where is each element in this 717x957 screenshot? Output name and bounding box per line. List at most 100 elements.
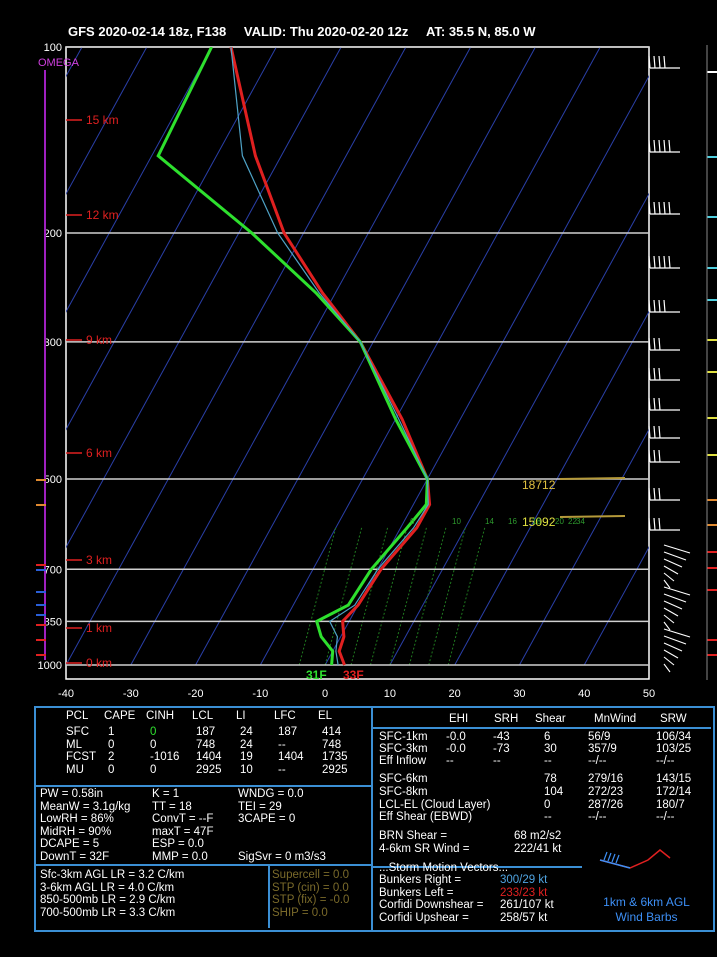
wind-barb-flag [658, 201, 661, 215]
isotherm-line [389, 192, 649, 666]
wind-barb-flag [653, 517, 656, 531]
kinematic-cell: 272/23 [588, 786, 624, 798]
height-label: 9 km [86, 333, 112, 347]
wind-barb-flag [658, 55, 661, 69]
param-cell: 0 [108, 738, 115, 751]
param-col3: WNDG = 0.0 [238, 788, 304, 800]
param-cell: 0 [150, 726, 157, 738]
param-cell: 748 [196, 738, 216, 751]
param-cell: MU [66, 763, 84, 776]
kinematic-cell: 143/15 [656, 773, 692, 785]
kinematic-header: MnWind [594, 713, 637, 725]
composite-index: Supercell = 0.0 [272, 869, 350, 881]
kinematic-row-label: SFC-8km [379, 786, 428, 798]
wind-barb-flag [648, 367, 651, 381]
kinematic-cell: -43 [493, 731, 510, 743]
skewt-chart: 100 200 300 500 700 850 1000 -40 -30 -20 -10 0 10 20 3… [36, 42, 717, 700]
pressure-tick-label: 500 [44, 474, 62, 486]
isotherm-line [66, 47, 148, 195]
pressure-tick-label: 1000 [38, 660, 62, 672]
temperature-tick-label: 20 [449, 688, 461, 700]
param-cell: 0 [108, 763, 115, 776]
lapse-rate: 700-500mb LR = 3.3 C/km [40, 906, 176, 919]
level-2-label: 15092 [522, 515, 556, 529]
wind-barb-flag [648, 201, 651, 215]
param-cell: -- [278, 738, 286, 751]
series-dewpoint-line [156, 47, 429, 666]
wind-barb-flag [648, 299, 651, 313]
wind-barb-flag [658, 449, 661, 463]
brn-shear-value: 68 m2/s2 [514, 830, 562, 842]
param-cell: 19 [240, 751, 253, 763]
isotherm-line [66, 47, 213, 313]
kinematic-cell: 172/14 [656, 786, 692, 798]
mixing-ratio-label: 6 [410, 517, 415, 526]
wind-barb-lower [663, 642, 683, 652]
kinematic-cell: -- [544, 811, 552, 823]
wind-barb-flag [668, 255, 671, 269]
param-col1: LowRH = 86% [40, 813, 114, 825]
param-col2: ESP = 0.0 [152, 838, 204, 850]
isotherm-line [259, 47, 601, 666]
panel-divider-1 [34, 785, 372, 787]
kinematic-cell: 103/25 [656, 743, 692, 755]
temperature-tick-label: -10 [252, 688, 268, 700]
wind-barb-flag [668, 201, 671, 215]
mixing-ratio-label: 10 [452, 517, 461, 526]
param-header: LI [236, 710, 246, 722]
isotherm-line [583, 546, 649, 666]
wind-barb-lower [663, 558, 683, 568]
wind-barb-flag [648, 397, 651, 411]
height-label: 3 km [86, 553, 112, 567]
wind-barb-flag [648, 517, 651, 531]
storm-motion-label: Corfidi Downshear = [379, 899, 484, 911]
wind-barb-flag [648, 449, 651, 463]
lapse-rate: Sfc-3km AGL LR = 3.2 C/km [40, 869, 185, 881]
storm-motion-label: Bunkers Left = [379, 886, 454, 899]
wind-barb-flag [668, 139, 671, 153]
param-header: LFC [274, 710, 296, 722]
panel-divider-4 [371, 727, 711, 729]
temperature-tick-label: 10 [384, 688, 396, 700]
wind-barb-lower [663, 579, 671, 589]
param-cell: 414 [322, 726, 342, 738]
mixing-ratio-line [428, 527, 466, 666]
kinematic-cell: 279/16 [588, 773, 624, 785]
param-cell: 0 [150, 763, 157, 776]
param-cell: SFC [66, 726, 89, 738]
pressure-tick-label: 100 [44, 42, 62, 54]
model-run-title: GFS 2020-02-14 18z, F138 [68, 24, 227, 39]
wind-barb-lower [663, 544, 691, 554]
mixing-ratio-label: 20 [555, 517, 564, 526]
temperature-tick-label: -30 [123, 688, 139, 700]
param-cell: 2925 [196, 763, 222, 776]
wind-barbs-caption: 1km & 6km AGL Wind Barbs [584, 895, 709, 925]
surface-temperature-label: 33F [343, 668, 364, 682]
wind-barb-lower [663, 586, 691, 596]
isotherm-line [130, 47, 472, 666]
kinematic-header: EHI [449, 713, 469, 725]
wind-barb-flag [648, 255, 651, 269]
wind-barb-flag [653, 255, 656, 269]
composite-index: SHIP = 0.0 [272, 906, 328, 919]
kinematic-cell: 78 [544, 773, 557, 785]
isotherm-line [66, 47, 407, 666]
param-cell: 24 [240, 738, 253, 751]
temperature-tick-label: 30 [513, 688, 525, 700]
kinematic-cell: --/-- [656, 811, 675, 823]
wind-barb-lower [663, 628, 691, 638]
param-col1: PW = 0.58in [40, 788, 103, 800]
param-cell: ML [66, 738, 82, 751]
param-col3: 3CAPE = 0 [238, 813, 296, 825]
wind-barb-lower [663, 614, 675, 624]
kinematic-cell: 30 [544, 743, 557, 755]
wind-barb-flag [653, 449, 656, 463]
storm-motion-value: 233/23 kt [500, 886, 548, 899]
kinematic-cell: --/-- [588, 811, 607, 823]
wind-barb-flag [653, 139, 656, 153]
wind-barb-flag [658, 255, 661, 269]
isotherm-line [519, 428, 649, 666]
pressure-tick-label: 850 [44, 616, 62, 628]
param-col1: MidRH = 90% [40, 825, 112, 838]
wind-barb-flag [653, 299, 656, 313]
